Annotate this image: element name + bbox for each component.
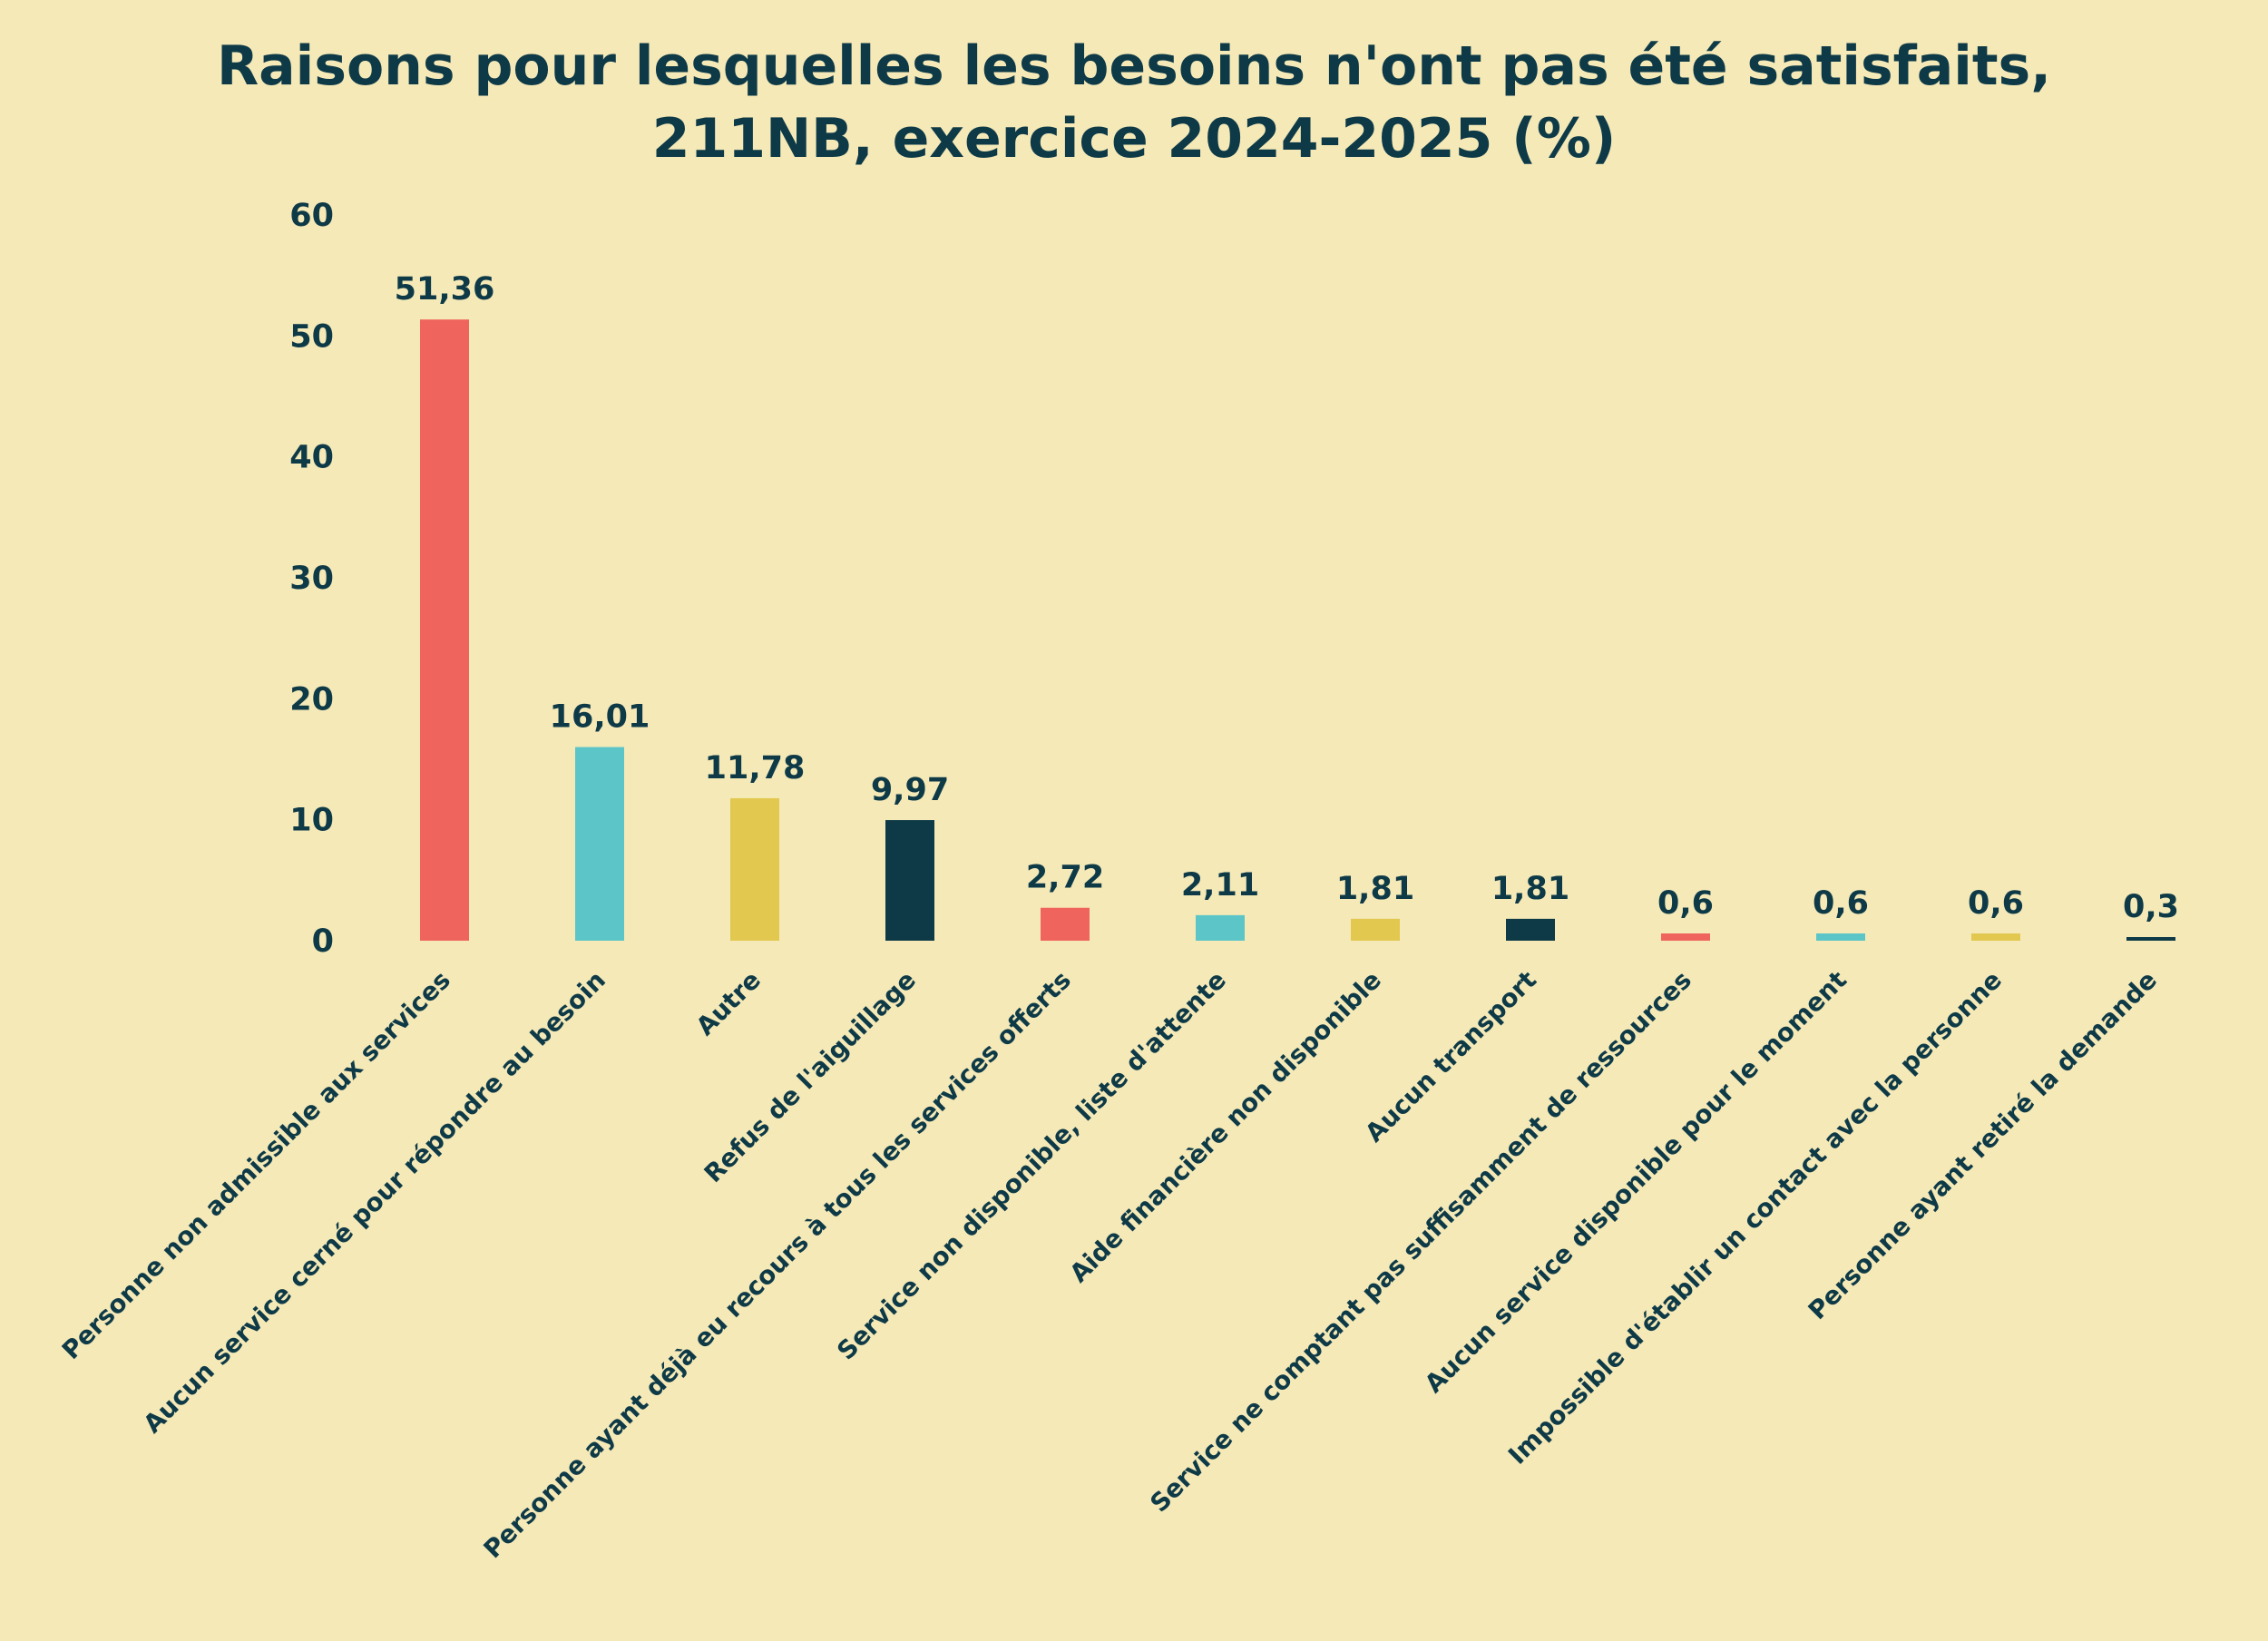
bar (1661, 933, 1710, 941)
y-tick-label: 40 (289, 440, 334, 476)
bar (730, 797, 779, 941)
bar (1041, 907, 1090, 941)
bar (1816, 933, 1865, 941)
y-tick-label: 20 (289, 681, 334, 718)
chart-title: Raisons pour lesquelles les besoins n'on… (217, 34, 2051, 98)
data-label: 2,72 (1026, 860, 1104, 896)
data-label: 11,78 (705, 750, 806, 786)
bar (1971, 933, 2020, 941)
data-label: 0,6 (1657, 885, 1714, 922)
bar (420, 319, 469, 941)
category-labels: Personne non admissible aux servicesAucu… (56, 965, 2163, 1564)
category-label: Aide financière non disponible (1064, 965, 1387, 1288)
bar (575, 747, 624, 941)
data-label: 1,81 (1491, 871, 1569, 907)
y-axis: 0 10 20 30 40 50 60 (289, 198, 334, 960)
category-label: Personne ayant retiré la demande (1803, 965, 2163, 1325)
category-label: Personne ayant déjà eu recours à tous le… (478, 965, 1077, 1564)
category-label: Aucun transport (1360, 965, 1542, 1148)
y-tick-label: 30 (289, 561, 334, 597)
bar (1351, 918, 1400, 941)
y-tick-label: 0 (312, 923, 334, 960)
bar (1196, 914, 1245, 941)
y-tick-label: 10 (289, 803, 334, 839)
data-label: 1,81 (1336, 871, 1414, 907)
y-tick-label: 60 (289, 198, 334, 234)
data-label: 51,36 (395, 271, 495, 308)
bar (885, 820, 934, 941)
data-label: 0,6 (1968, 885, 2024, 922)
data-label: 0,6 (1813, 885, 1869, 922)
data-label: 2,11 (1181, 867, 1259, 904)
data-label: 9,97 (871, 772, 949, 808)
bar (2126, 937, 2175, 941)
data-labels: 51,36 16,01 11,78 9,97 2,72 2,11 1,81 1,81 0,6 0,… (395, 271, 2179, 925)
bars (420, 319, 2175, 941)
chart-subtitle: 211NB, exercice 2024-2025 (%) (652, 107, 1617, 171)
data-label: 16,01 (550, 699, 650, 736)
category-label: Service ne comptant pas suffisamment de … (1145, 965, 1697, 1518)
data-label: 0,3 (2123, 889, 2179, 925)
y-tick-label: 50 (289, 318, 334, 355)
bar (1506, 918, 1555, 941)
category-label: Autre (690, 965, 767, 1041)
